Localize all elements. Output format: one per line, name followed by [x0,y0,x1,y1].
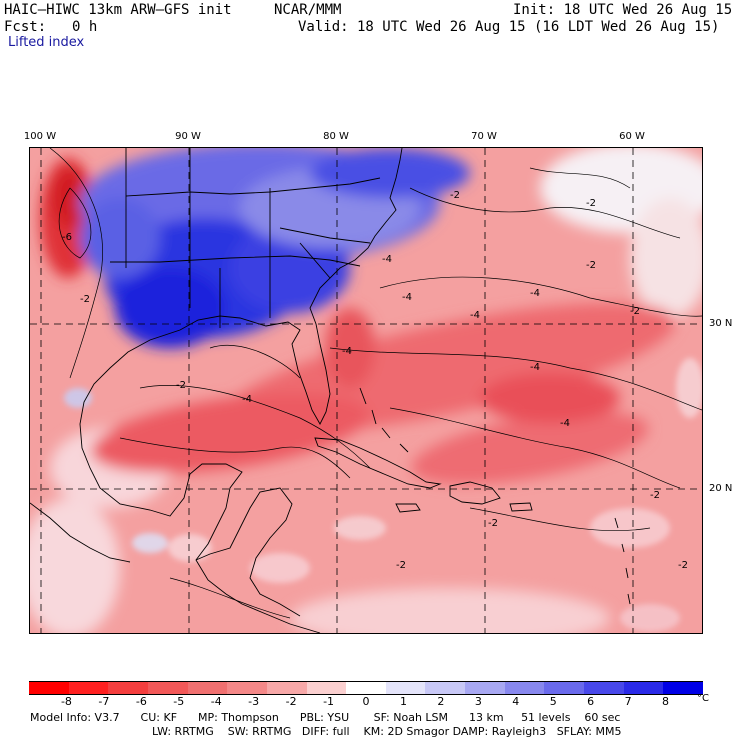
init-time: Init: 18 UTC Wed 26 Aug 15 [513,2,733,18]
contour-label: -2 [650,490,660,501]
model-title: HAIC–HIWC 13km ARW–GFS init [4,2,232,18]
colorbar-unit: °C [697,693,709,704]
contour-label: -4 [530,288,540,299]
colorbar-label: -3 [248,695,260,708]
colorbar-swatch [385,681,426,695]
colorbar-label: 7 [624,695,632,708]
contour-label: -4 [560,418,570,429]
lon-label-80w: 80 W [323,131,349,142]
lat-label-30n: 30 N [709,318,733,329]
contour-label: -4 [342,346,352,357]
contour-labels: -2 -2 -2 -2 -2 -2 -2 -2 -2 -2 -4 -4 -4 -… [62,190,688,571]
colorbar-swatch [663,681,704,695]
colorbar-swatch [29,681,70,695]
organization-label: NCAR/MMM [274,2,342,18]
contour-label: -4 [402,292,412,303]
colorbar-swatch [266,681,308,695]
colorbar-swatch [584,681,625,695]
contour-label: -4 [242,394,252,405]
colorbar-swatch [306,681,347,695]
contour-label: -2 [488,518,498,529]
field-speckle [64,358,704,632]
contour-label: -2 [586,260,596,271]
contours [49,147,703,619]
colorbar-swatch [68,681,109,695]
colorbar-label: -6 [135,695,147,708]
valid-time: Valid: 18 UTC Wed 26 Aug 15 (16 LDT Wed … [298,19,720,35]
contour-label: -2 [396,560,406,571]
contour-label: -4 [382,254,392,265]
field-name: Lifted index [8,35,85,50]
colorbar-label: -2 [285,695,297,708]
colorbar-label: 8 [662,695,670,708]
colorbar-swatch [465,681,506,695]
contour-label: -2 [678,560,688,571]
contour-label: -2 [630,306,640,317]
field-shading [20,143,720,648]
model-info-line-1: Model Info: V3.7 CU: KF MP: Thompson PBL… [30,711,621,724]
contour-label: -2 [176,380,186,391]
colorbar-swatch [108,681,149,695]
lat-label-20n: 20 N [709,483,733,494]
contour-label: -2 [80,294,90,305]
contour-label: -6 [62,232,72,243]
colorbar-swatch [425,681,466,695]
colorbar-swatch [504,681,545,695]
colorbar-label: -1 [323,695,335,708]
colorbar-label: 5 [549,695,557,708]
colorbar-label: -8 [60,695,72,708]
contour-label: -4 [470,310,480,321]
colorbar-swatch [187,681,228,695]
model-info-line-2: LW: RRTMG SW: RRTMG DIFF: full KM: 2D Sm… [152,725,622,738]
colorbar-label: 3 [474,695,482,708]
lon-label-90w: 90 W [175,131,201,142]
contour-label: -2 [450,190,460,201]
colorbar-swatch [147,681,189,695]
colorbar-label: 1 [399,695,407,708]
coastlines [29,147,631,634]
forecast-label: Fcst: [4,19,47,35]
colorbar-label: 2 [437,695,445,708]
contour-label: -4 [530,362,540,373]
map-canvas: -2 -2 -2 -2 -2 -2 -2 -2 -2 -2 -4 -4 -4 -… [20,143,720,648]
colorbar-swatch [227,681,268,695]
lifted-index-map: -2 -2 -2 -2 -2 -2 -2 -2 -2 -2 -4 -4 -4 -… [20,143,720,648]
lon-label-60w: 60 W [619,131,645,142]
colorbar-label: -7 [98,695,110,708]
colorbar-swatch [346,681,387,695]
lon-label-100w: 100 W [23,131,57,142]
contour-label: -2 [586,198,596,209]
colorbar-label: -4 [210,695,222,708]
lon-label-70w: 70 W [471,131,497,142]
forecast-hour: 0 h [72,19,98,35]
colorbar-swatch [544,681,585,695]
graticule [30,148,702,633]
colorbar-swatch [623,681,664,695]
colorbar-label: -5 [173,695,185,708]
colorbar-label: 4 [512,695,520,708]
colorbar-label: 0 [362,695,370,708]
colorbar-label: 6 [587,695,595,708]
